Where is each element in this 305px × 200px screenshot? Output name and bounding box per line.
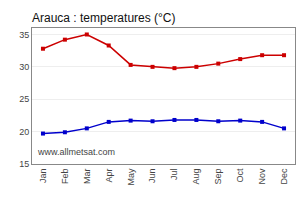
svg-text:Jun: Jun [147, 169, 157, 184]
svg-text:Mar: Mar [82, 169, 92, 185]
svg-text:Oct: Oct [235, 168, 245, 183]
svg-text:Jan: Jan [38, 169, 48, 184]
svg-text:Nov: Nov [257, 168, 267, 185]
svg-text:Arauca : temperatures (°C): Arauca : temperatures (°C) [32, 11, 176, 25]
svg-text:Dec: Dec [279, 168, 289, 185]
svg-text:15: 15 [19, 159, 29, 169]
svg-text:www.allmetsat.com: www.allmetsat.com [37, 147, 115, 157]
svg-text:Sep: Sep [213, 169, 223, 185]
svg-text:35: 35 [19, 30, 29, 40]
svg-text:30: 30 [19, 62, 29, 72]
svg-text:Jul: Jul [169, 169, 179, 181]
svg-text:25: 25 [19, 94, 29, 104]
svg-text:Feb: Feb [60, 169, 70, 185]
svg-text:Aug: Aug [191, 169, 201, 185]
svg-text:20: 20 [19, 127, 29, 137]
svg-text:May: May [126, 168, 136, 186]
svg-text:Apr: Apr [104, 169, 114, 183]
